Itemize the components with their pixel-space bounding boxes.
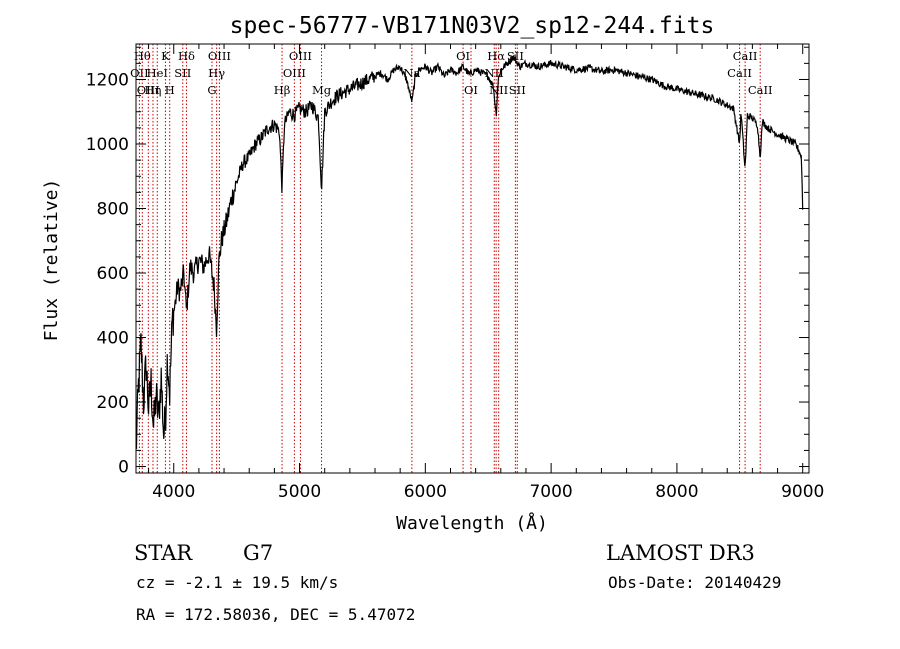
spectral-line-label-25: CaII [733, 49, 758, 63]
x-tick-label-1: 5000 [278, 482, 321, 502]
spectral-line-label-5: K [161, 49, 170, 63]
spectral-line-label-3: Hη [145, 83, 162, 97]
spectral-line-label-13: OIII [283, 66, 306, 80]
y-tick-label-3: 600 [97, 264, 129, 284]
coordinates-text: RA = 172.58036, DEC = 5.47072 [136, 605, 415, 624]
spectral-line-label-26: CaII [748, 83, 773, 97]
x-tick-label-0: 4000 [152, 482, 195, 502]
survey-name: LAMOST DR3 [606, 541, 755, 565]
spectral-line-label-12: Hβ [274, 83, 291, 97]
redshift-text: cz = -2.1 ± 19.5 km/s [136, 573, 338, 592]
x-tick-label-4: 8000 [655, 482, 698, 502]
object-class: STAR [134, 541, 193, 565]
spectral-line-label-14: OIII [289, 49, 312, 63]
x-axis-label: Wavelength (Å) [396, 512, 548, 534]
axis-ticks: 4000 5000 6000 7000 8000 9000 0 200 400 600 800 100… [86, 44, 824, 502]
spectral-line-label-17: OI [456, 49, 470, 63]
x-tick-label-2: 6000 [404, 482, 447, 502]
spectral-line-label-6: H [165, 83, 175, 97]
spectral-line-label-18: OI [464, 83, 478, 97]
spectral-line-label-23: SII [509, 83, 526, 97]
spectral-line-label-2: OIII [137, 83, 160, 97]
y-axis-label: Flux (relative) [41, 179, 62, 342]
obs-date-text: Obs-Date: 20140429 [608, 573, 781, 592]
spectral-line-label-15: Mg [312, 83, 332, 97]
spectral-line-label-0: OII [130, 66, 149, 80]
spectral-line-label-20: Hα [487, 49, 505, 63]
spectral-line-label-8: Hδ [178, 49, 195, 63]
y-tick-label-2: 400 [97, 329, 129, 349]
y-tick-label-6: 1200 [86, 70, 129, 90]
y-tick-label-5: 1000 [86, 135, 129, 155]
y-tick-label-4: 800 [97, 200, 129, 220]
y-tick-label-0: 0 [118, 458, 129, 478]
spectral-line-label-9: G [207, 83, 216, 97]
spectral-line-label-7: SII [174, 66, 191, 80]
y-tick-label-1: 200 [97, 393, 129, 413]
spectral-line-markers: OIIHθOIIIHηHeIKHSIIHδGHγOIIIHβOIIIOIIIMg… [130, 44, 773, 473]
x-tick-label-5: 9000 [781, 482, 824, 502]
spectral-line-label-4: HeI [147, 66, 168, 80]
spectral-line-label-10: Hγ [208, 66, 225, 80]
plot-frame [135, 43, 810, 474]
spectral-line-label-24: CaII [727, 66, 752, 80]
x-tick-label-3: 7000 [529, 482, 572, 502]
spectral-line-label-11: OIII [208, 49, 231, 63]
object-subclass: G7 [243, 541, 273, 565]
spectral-line-label-1: Hθ [134, 49, 151, 63]
spectrum-series [135, 54, 804, 450]
chart-title: spec-56777-VB171N03V2_sp12-244.fits [230, 13, 715, 39]
